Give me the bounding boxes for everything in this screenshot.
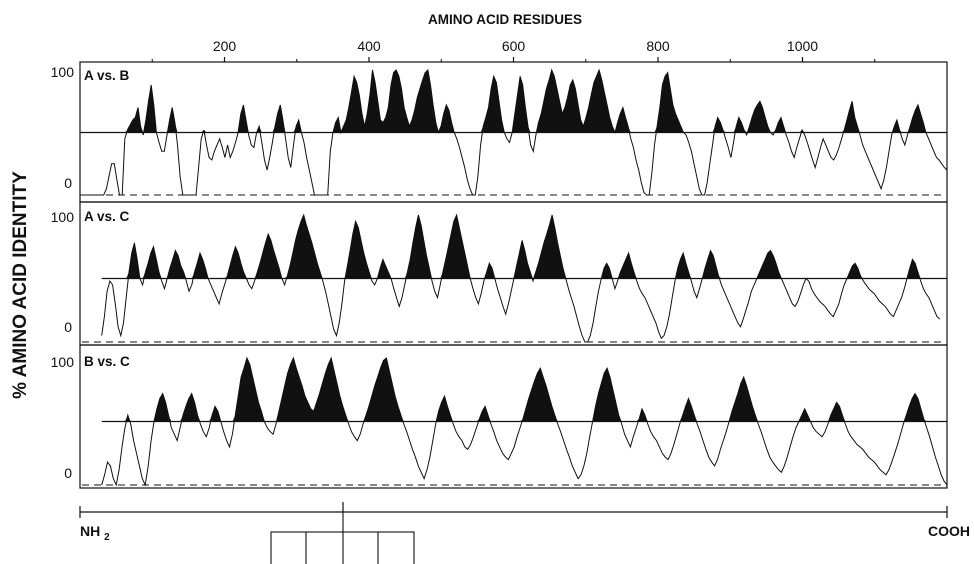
- series-marks: [82, 356, 948, 487]
- sequence-bracket: [79, 502, 948, 518]
- panel-frame: [79, 344, 948, 489]
- top-tick-label: 400: [357, 38, 381, 54]
- nh2-label: NH 2: [80, 523, 110, 543]
- panel-label: A vs. C: [84, 209, 130, 224]
- panel-b-vs-c: B vs. C 100 0: [51, 344, 948, 489]
- identity-line: [101, 213, 941, 343]
- nh2-subscript: 2: [104, 532, 110, 543]
- panel-a-vs-c: A vs. C 100 0: [51, 201, 948, 346]
- top-axis-ticks: 200 400 600 800 1000: [151, 38, 876, 62]
- top-tick-label: 200: [213, 38, 237, 54]
- nh2-text: NH: [80, 523, 100, 539]
- y-tick-label: 100: [51, 64, 75, 80]
- series-marks: [82, 213, 947, 343]
- panel-a-vs-b: A vs. B 100 0: [51, 61, 948, 203]
- series-marks: [80, 68, 948, 196]
- y-tick-label: 0: [64, 175, 72, 191]
- y-tick-label: 100: [51, 209, 75, 225]
- panel-frame: [79, 201, 948, 346]
- y-axis-label: % AMINO ACID IDENTITY: [10, 171, 31, 399]
- domain-boxes: [270, 512, 415, 564]
- y-tick-label: 0: [64, 465, 72, 481]
- panel-label: A vs. B: [84, 68, 130, 83]
- identity-line: [101, 356, 948, 487]
- top-tick-label: 1000: [787, 38, 818, 54]
- top-axis-title: AMINO ACID RESIDUES: [428, 12, 582, 27]
- cooh-label: COOH: [928, 523, 970, 539]
- identity-fill: [124, 70, 926, 133]
- top-tick-label: 800: [646, 38, 670, 54]
- y-tick-label: 0: [64, 319, 72, 335]
- y-tick-label: 100: [51, 354, 75, 370]
- panel-label: B vs. C: [84, 354, 130, 369]
- identity-line: [80, 68, 948, 196]
- top-tick-label: 600: [502, 38, 526, 54]
